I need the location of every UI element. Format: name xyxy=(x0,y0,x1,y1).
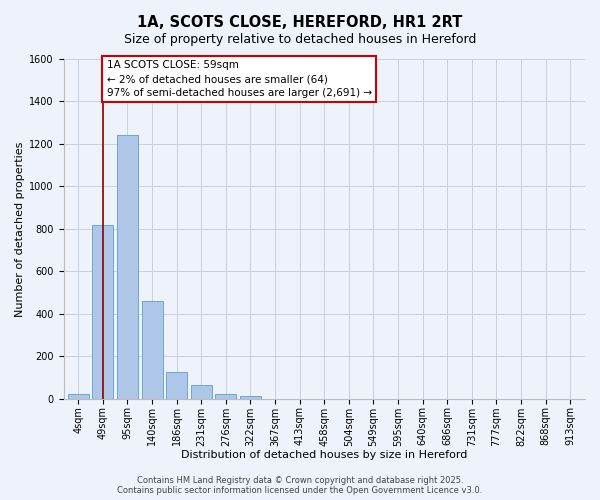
Text: Size of property relative to detached houses in Hereford: Size of property relative to detached ho… xyxy=(124,32,476,46)
Bar xyxy=(92,224,113,398)
Bar xyxy=(117,136,138,398)
Bar xyxy=(215,394,236,398)
Bar xyxy=(191,385,212,398)
Bar xyxy=(166,372,187,398)
Bar xyxy=(240,396,261,398)
Bar xyxy=(68,394,89,398)
Y-axis label: Number of detached properties: Number of detached properties xyxy=(15,141,25,316)
Text: Contains HM Land Registry data © Crown copyright and database right 2025.
Contai: Contains HM Land Registry data © Crown c… xyxy=(118,476,482,495)
Bar xyxy=(142,301,163,398)
X-axis label: Distribution of detached houses by size in Hereford: Distribution of detached houses by size … xyxy=(181,450,467,460)
Text: 1A SCOTS CLOSE: 59sqm
← 2% of detached houses are smaller (64)
97% of semi-detac: 1A SCOTS CLOSE: 59sqm ← 2% of detached h… xyxy=(107,60,371,98)
Text: 1A, SCOTS CLOSE, HEREFORD, HR1 2RT: 1A, SCOTS CLOSE, HEREFORD, HR1 2RT xyxy=(137,15,463,30)
